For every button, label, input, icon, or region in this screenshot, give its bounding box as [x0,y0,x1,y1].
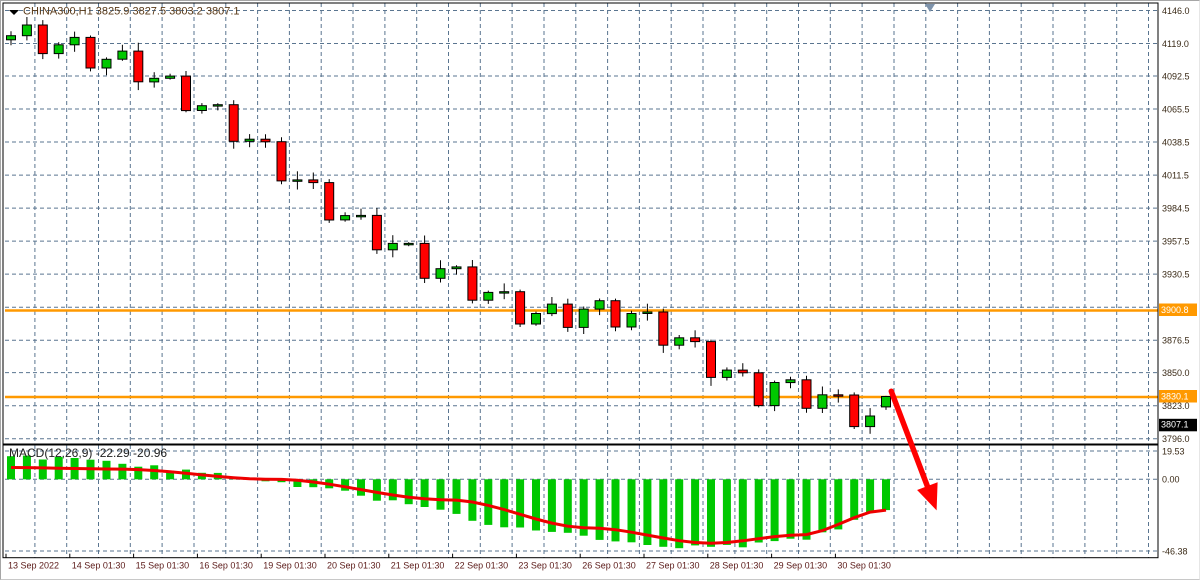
svg-text:3930.5: 3930.5 [1162,269,1190,279]
svg-text:30 Sep 01:30: 30 Sep 01:30 [837,561,891,571]
svg-text:22 Sep 01:30: 22 Sep 01:30 [455,561,509,571]
svg-text:4065.5: 4065.5 [1162,104,1190,114]
svg-text:3900.8: 3900.8 [1161,305,1189,315]
svg-text:15 Sep 01:30: 15 Sep 01:30 [136,561,190,571]
svg-text:3807.1: 3807.1 [1161,419,1189,429]
svg-text:3876.5: 3876.5 [1162,336,1190,346]
svg-text:21 Sep 01:30: 21 Sep 01:30 [391,561,445,571]
svg-text:-46.38: -46.38 [1162,546,1188,556]
svg-text:27 Sep 01:30: 27 Sep 01:30 [646,561,700,571]
svg-text:3957.5: 3957.5 [1162,236,1190,246]
svg-text:28 Sep 01:30: 28 Sep 01:30 [710,561,764,571]
svg-text:CHINA300,H1 3825.9 3827.5 380: CHINA300,H1 3825.9 3827.5 3803.2 3807.1 [23,6,240,18]
svg-text:16 Sep 01:30: 16 Sep 01:30 [199,561,253,571]
svg-text:29 Sep 01:30: 29 Sep 01:30 [774,561,828,571]
svg-text:3984.5: 3984.5 [1162,203,1190,213]
svg-text:MACD(12,26,9) -22.29 -20.96: MACD(12,26,9) -22.29 -20.96 [9,446,167,460]
svg-text:4146.0: 4146.0 [1162,6,1190,16]
svg-text:23 Sep 01:30: 23 Sep 01:30 [518,561,572,571]
svg-text:4011.5: 4011.5 [1162,170,1189,180]
svg-text:4092.5: 4092.5 [1162,71,1190,81]
svg-text:13 Sep 2022: 13 Sep 2022 [8,561,59,571]
svg-text:19.53: 19.53 [1162,446,1185,456]
svg-text:3796.0: 3796.0 [1162,434,1190,444]
svg-text:3850.0: 3850.0 [1162,368,1190,378]
svg-text:26 Sep 01:30: 26 Sep 01:30 [582,561,636,571]
svg-text:4038.5: 4038.5 [1162,137,1190,147]
svg-text:14 Sep 01:30: 14 Sep 01:30 [72,561,126,571]
svg-text:3830.1: 3830.1 [1161,392,1189,402]
svg-text:19 Sep 01:30: 19 Sep 01:30 [263,561,317,571]
svg-text:4119.0: 4119.0 [1162,39,1189,49]
svg-text:20 Sep 01:30: 20 Sep 01:30 [327,561,381,571]
svg-text:0.00: 0.00 [1162,475,1180,485]
